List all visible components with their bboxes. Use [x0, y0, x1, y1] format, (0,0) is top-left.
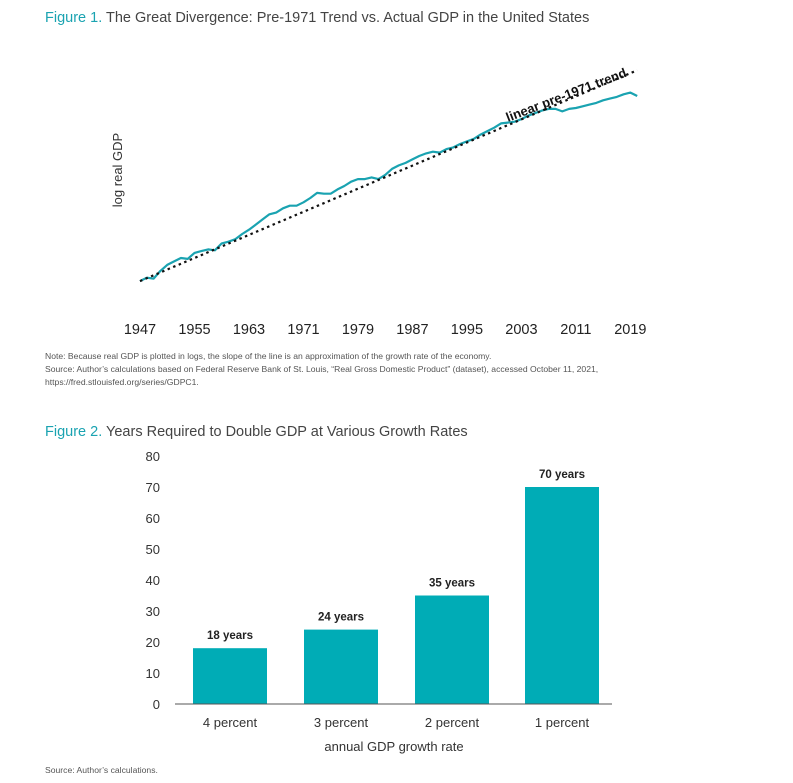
figure2-x-tick-label: 1 percent	[535, 715, 590, 730]
figure1-x-tick-label: 1955	[178, 322, 210, 338]
figure1-x-tick-label: 1995	[451, 322, 483, 338]
figure2-x-tick-label: 4 percent	[203, 715, 258, 730]
figure2-title: Figure 2. Years Required to Double GDP a…	[45, 424, 468, 440]
figure2-source: Source: Author’s calculations.	[45, 765, 158, 775]
bar	[304, 629, 378, 704]
figure2-x-axis-label: annual GDP growth rate	[324, 739, 463, 754]
figure1-x-tick-label: 2003	[505, 322, 537, 338]
trend-line	[139, 69, 638, 283]
actual-gdp-line	[139, 91, 638, 283]
bar-data-label: 24 years	[318, 612, 364, 624]
bar	[525, 487, 599, 704]
figure1-x-tick-label: 1987	[396, 322, 428, 338]
figure1-source-line2: https://fred.stlouisfed.org/series/GDPC1…	[45, 377, 199, 387]
figure2-x-ticks: 4 percent 3 percent 2 percent 1 percent	[203, 715, 590, 730]
figure2-y-tick-label: 50	[146, 542, 160, 557]
figure2-bars: 18 years 24 years 35 years 70 years	[193, 469, 599, 704]
figure2-y-tick-label: 80	[146, 449, 160, 464]
bar-data-label: 18 years	[207, 630, 253, 642]
figure1-source-line1: Source: Author’s calculations based on F…	[45, 364, 599, 374]
figure1-title-text: The Great Divergence: Pre-1971 Trend vs.…	[106, 10, 590, 26]
figure1-x-ticks: 1947 1955 1963 1971 1979 1987 1995 2003 2011 2019	[124, 322, 647, 338]
figure2-bar-chart: 0 10 20 30 40 50 60 70 80 18 years 24 years 35 yea…	[146, 449, 612, 754]
figure1-x-tick-label: 1979	[342, 322, 374, 338]
figure1-x-tick-label: 1963	[233, 322, 265, 338]
figure1-line-chart: log real GDP linear pre-1971 trend 1947 1…	[110, 65, 647, 338]
bar-data-label: 35 years	[429, 578, 475, 590]
figure1-title: Figure 1. The Great Divergence: Pre-1971…	[45, 10, 589, 26]
figure2-y-tick-label: 40	[146, 573, 160, 588]
figure2-y-tick-label: 10	[146, 666, 160, 681]
figure2-y-tick-label: 30	[146, 604, 160, 619]
bar	[193, 648, 267, 704]
bar-data-label: 70 years	[539, 469, 585, 481]
figure1-x-tick-label: 2011	[560, 322, 591, 338]
figure1-x-tick-label: 1971	[287, 322, 319, 338]
figure2-y-tick-label: 70	[146, 480, 160, 495]
figure2-x-tick-label: 2 percent	[425, 715, 480, 730]
figure1-label: Figure 1.	[45, 10, 103, 26]
figure2-y-tick-label: 20	[146, 635, 160, 650]
figure1-note: Note: Because real GDP is plotted in log…	[45, 351, 492, 361]
figure1-series-group	[139, 69, 638, 283]
figure2-y-ticks: 0 10 20 30 40 50 60 70 80	[146, 449, 160, 712]
bar	[415, 595, 489, 704]
figure2-y-tick-label: 0	[153, 697, 160, 712]
figure1-y-axis-label: log real GDP	[110, 133, 125, 207]
figure2-y-tick-label: 60	[146, 511, 160, 526]
trend-annotation-label: linear pre-1971 trend	[504, 65, 629, 125]
figure2-x-tick-label: 3 percent	[314, 715, 369, 730]
figure2-label: Figure 2.	[45, 424, 103, 440]
figure2-title-text: Years Required to Double GDP at Various …	[106, 424, 468, 440]
figure1-x-tick-label: 2019	[614, 322, 646, 338]
figure1-x-tick-label: 1947	[124, 322, 156, 338]
